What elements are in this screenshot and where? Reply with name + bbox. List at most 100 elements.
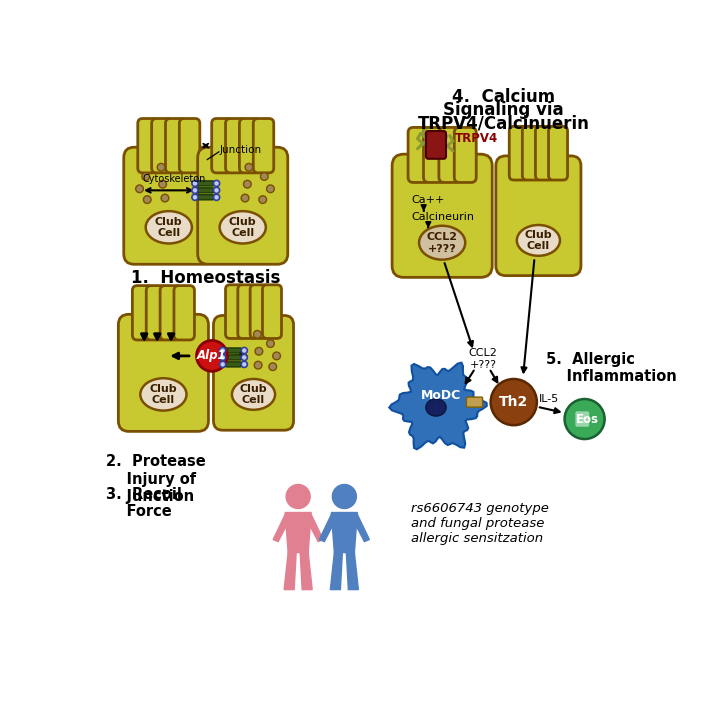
Text: 4.  Calcium: 4. Calcium — [452, 88, 555, 106]
Circle shape — [243, 180, 251, 188]
Circle shape — [220, 348, 226, 354]
Circle shape — [255, 348, 263, 355]
FancyBboxPatch shape — [118, 315, 209, 431]
Circle shape — [192, 187, 198, 194]
Text: CCL2
+???: CCL2 +??? — [427, 232, 458, 253]
Circle shape — [266, 340, 274, 348]
FancyBboxPatch shape — [238, 285, 257, 338]
FancyBboxPatch shape — [213, 315, 294, 431]
Text: Alp1: Alp1 — [197, 349, 227, 362]
Polygon shape — [320, 515, 338, 541]
FancyBboxPatch shape — [408, 127, 430, 182]
FancyBboxPatch shape — [138, 119, 158, 173]
Circle shape — [253, 330, 261, 338]
Circle shape — [490, 379, 537, 426]
Circle shape — [213, 180, 220, 186]
Ellipse shape — [419, 226, 465, 260]
FancyBboxPatch shape — [250, 285, 269, 338]
Circle shape — [241, 361, 248, 367]
Text: TRPV4/Calcinuerin: TRPV4/Calcinuerin — [418, 114, 590, 132]
Ellipse shape — [232, 379, 275, 410]
FancyBboxPatch shape — [166, 119, 186, 173]
FancyBboxPatch shape — [124, 147, 214, 264]
Text: Club
Cell: Club Cell — [229, 217, 256, 238]
Circle shape — [157, 163, 165, 171]
Text: Th2: Th2 — [499, 395, 528, 409]
FancyBboxPatch shape — [225, 285, 245, 338]
Circle shape — [286, 485, 310, 508]
Text: TRPV4: TRPV4 — [454, 132, 498, 145]
Circle shape — [213, 187, 220, 194]
Text: Eos: Eos — [576, 413, 599, 426]
Ellipse shape — [426, 399, 446, 416]
FancyBboxPatch shape — [454, 127, 476, 182]
Circle shape — [269, 363, 276, 371]
Ellipse shape — [140, 378, 186, 410]
FancyBboxPatch shape — [426, 131, 446, 159]
FancyBboxPatch shape — [536, 127, 554, 180]
Circle shape — [143, 196, 151, 204]
Circle shape — [135, 185, 143, 193]
Circle shape — [241, 348, 248, 354]
FancyBboxPatch shape — [240, 119, 260, 173]
FancyBboxPatch shape — [522, 127, 541, 180]
Text: CCL2
+???: CCL2 +??? — [469, 348, 498, 370]
FancyBboxPatch shape — [132, 286, 153, 340]
Circle shape — [192, 194, 198, 200]
Polygon shape — [284, 552, 296, 590]
Polygon shape — [330, 552, 342, 590]
Text: rs6606743 genotype
and fungal protease
allergic sensitzation: rs6606743 genotype and fungal protease a… — [411, 503, 549, 545]
FancyBboxPatch shape — [198, 181, 213, 186]
Text: Calcineurin: Calcineurin — [411, 212, 474, 222]
Circle shape — [161, 194, 168, 202]
Text: 1.  Homeostasis: 1. Homeostasis — [131, 269, 281, 287]
FancyBboxPatch shape — [575, 411, 589, 427]
Text: Club
Cell: Club Cell — [525, 230, 552, 251]
FancyBboxPatch shape — [198, 188, 213, 193]
Circle shape — [564, 399, 605, 439]
FancyBboxPatch shape — [212, 119, 232, 173]
Circle shape — [241, 354, 248, 361]
Text: 2.  Protease
    Injury of
    Junction: 2. Protease Injury of Junction — [106, 454, 205, 504]
Text: IL-5: IL-5 — [539, 394, 559, 404]
FancyBboxPatch shape — [226, 355, 241, 360]
Text: 5.  Allergic
    Inflammation: 5. Allergic Inflammation — [546, 352, 677, 384]
Circle shape — [197, 341, 228, 372]
Circle shape — [245, 163, 253, 171]
Polygon shape — [300, 552, 312, 590]
Circle shape — [192, 180, 198, 186]
Circle shape — [273, 352, 281, 360]
Ellipse shape — [145, 211, 192, 243]
Circle shape — [142, 173, 150, 180]
Ellipse shape — [220, 211, 266, 243]
FancyBboxPatch shape — [439, 127, 461, 182]
FancyBboxPatch shape — [226, 348, 241, 353]
Text: MoDC: MoDC — [421, 389, 462, 402]
Polygon shape — [285, 513, 311, 552]
Ellipse shape — [517, 225, 560, 256]
FancyBboxPatch shape — [467, 397, 482, 407]
Text: Club
Cell: Club Cell — [150, 384, 177, 405]
Circle shape — [220, 354, 226, 361]
Text: Signaling via: Signaling via — [444, 101, 564, 119]
FancyBboxPatch shape — [496, 156, 581, 276]
Text: Junction: Junction — [220, 145, 262, 156]
FancyBboxPatch shape — [152, 119, 172, 173]
FancyBboxPatch shape — [174, 286, 194, 340]
FancyBboxPatch shape — [198, 194, 213, 200]
Text: Cytoskeleton: Cytoskeleton — [143, 174, 206, 184]
Text: Ca++: Ca++ — [411, 195, 445, 205]
FancyBboxPatch shape — [146, 286, 167, 340]
Text: 3.  Recoil
    Force: 3. Recoil Force — [106, 487, 181, 519]
FancyBboxPatch shape — [160, 286, 181, 340]
FancyBboxPatch shape — [253, 119, 274, 173]
Circle shape — [266, 185, 274, 193]
FancyBboxPatch shape — [225, 119, 246, 173]
FancyBboxPatch shape — [549, 127, 567, 180]
Circle shape — [213, 194, 220, 200]
FancyBboxPatch shape — [179, 119, 200, 173]
Polygon shape — [351, 515, 369, 541]
Text: Club
Cell: Club Cell — [155, 217, 183, 238]
Circle shape — [220, 361, 226, 367]
FancyBboxPatch shape — [392, 154, 492, 277]
